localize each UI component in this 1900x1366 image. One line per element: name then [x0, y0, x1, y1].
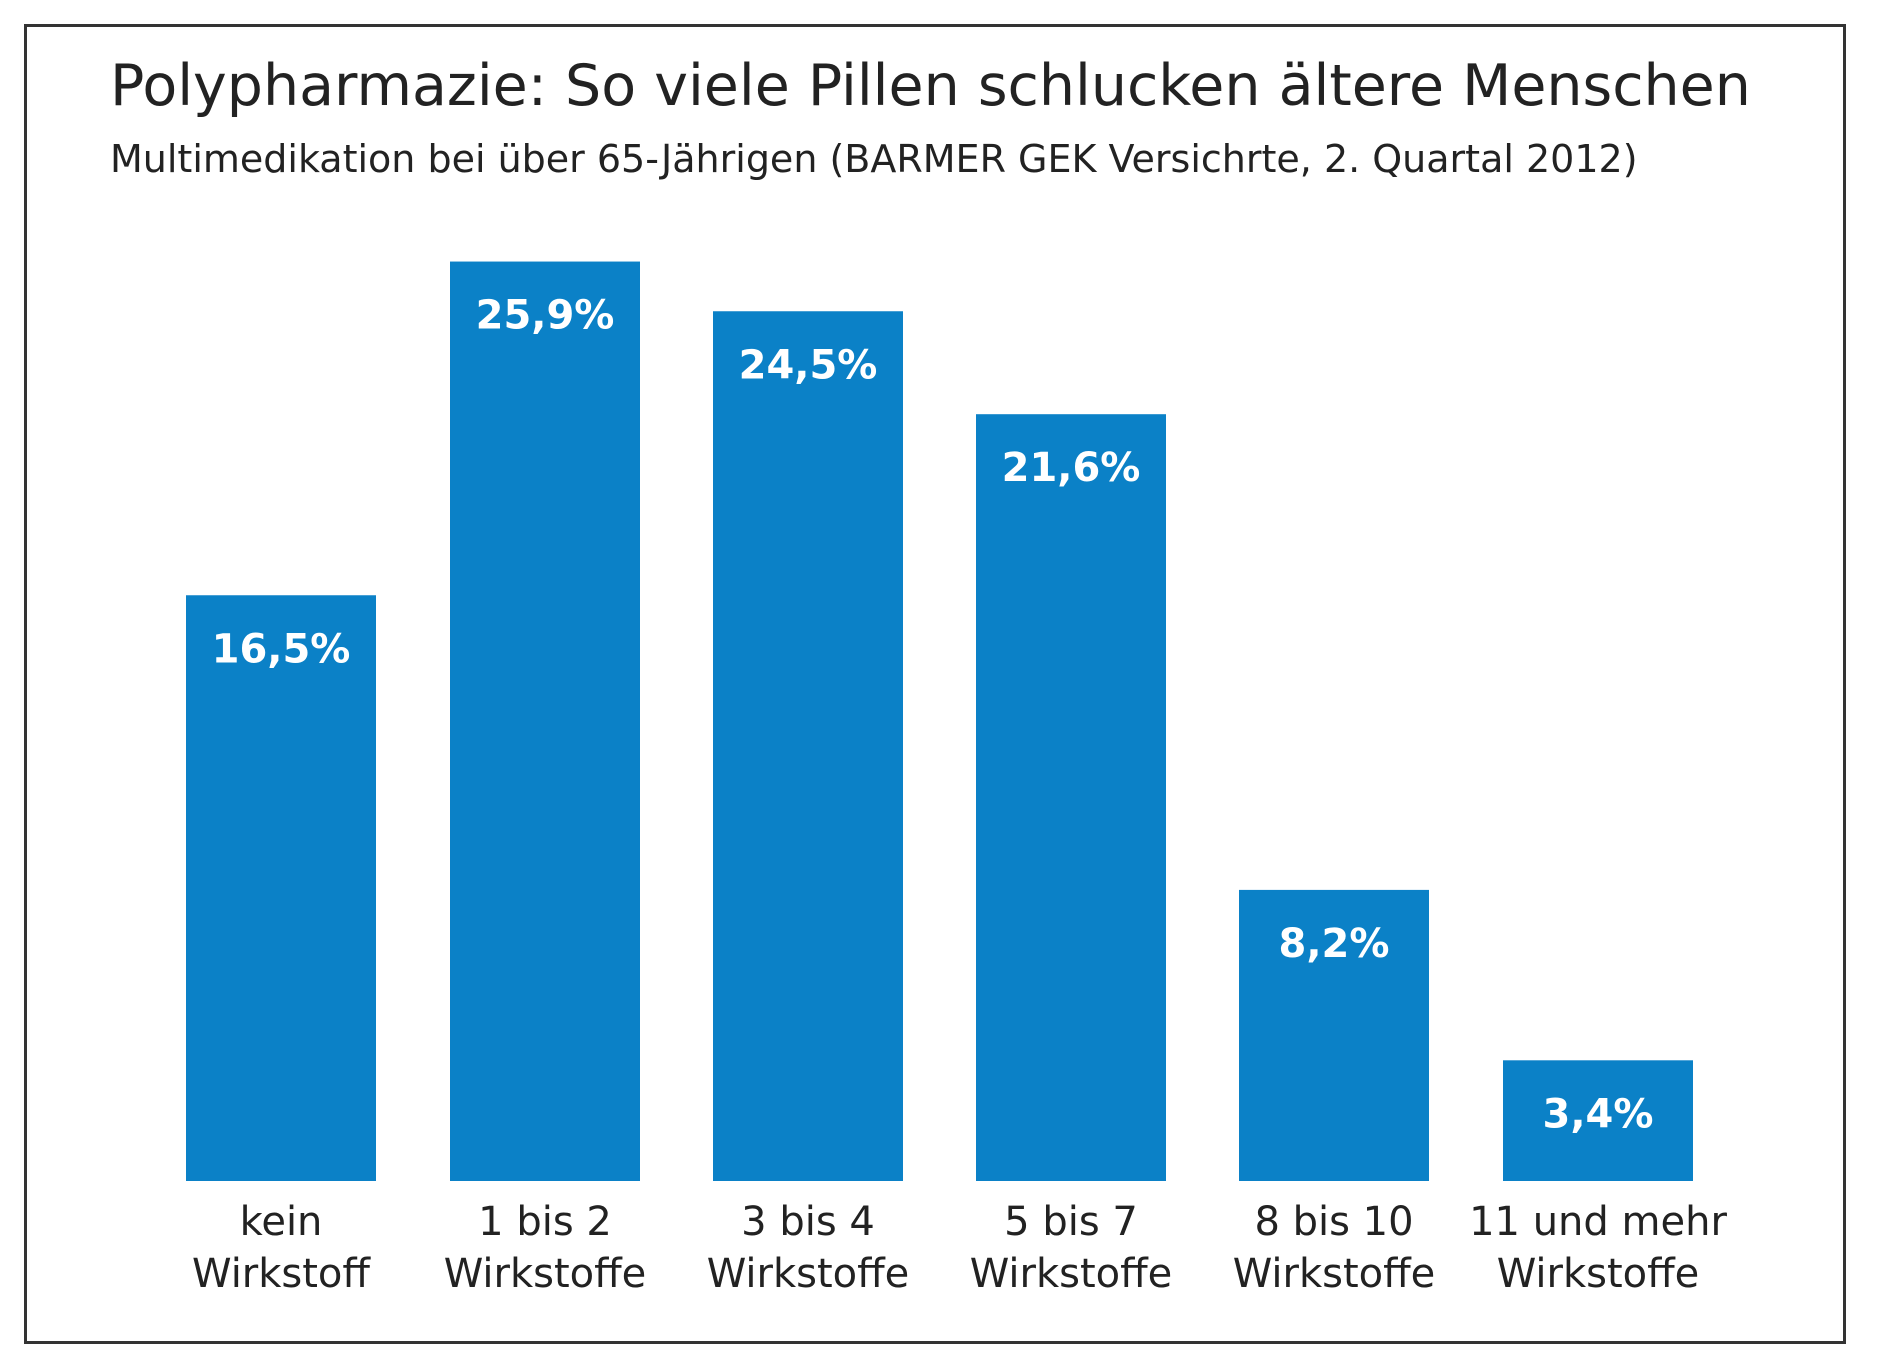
category-label-3-line-2: Wirkstoffe: [707, 1251, 910, 1297]
bar-value-label-2: 25,9%: [476, 293, 615, 339]
category-label-4-line-1: 5 bis 7: [1004, 1199, 1138, 1245]
bar-value-label-4: 21,6%: [1002, 445, 1141, 491]
category-label-2-line-2: Wirkstoffe: [444, 1251, 647, 1297]
category-label-3-line-1: 3 bis 4: [741, 1199, 875, 1245]
bar-3: [713, 311, 903, 1181]
bar-6: [1503, 1060, 1693, 1181]
bar-5: [1239, 889, 1429, 1181]
bar-value-label-5: 8,2%: [1279, 921, 1390, 967]
category-label-1-line-1: kein: [240, 1199, 323, 1245]
category-label-2-line-1: 1 bis 2: [478, 1199, 612, 1245]
chart-subtitle: Multimedikation bei über 65-Jährigen (BA…: [110, 137, 1638, 181]
bar-value-label-1: 16,5%: [212, 626, 351, 672]
bar-value-label-6: 3,4%: [1543, 1091, 1654, 1137]
category-label-5-line-1: 8 bis 10: [1254, 1199, 1413, 1245]
bar-4: [976, 414, 1166, 1181]
category-label-1-line-2: Wirkstoff: [192, 1251, 371, 1297]
bar-2: [450, 261, 640, 1181]
category-label-4-line-2: Wirkstoffe: [970, 1251, 1173, 1297]
chart-title: Polypharmazie: So viele Pillen schlucken…: [110, 53, 1751, 119]
bar-1: [186, 595, 376, 1181]
category-label-6-line-2: Wirkstoffe: [1497, 1251, 1700, 1297]
category-label-6-line-1: 11 und mehr: [1469, 1199, 1727, 1245]
category-label-5-line-2: Wirkstoffe: [1233, 1251, 1436, 1297]
bar-value-label-3: 24,5%: [739, 342, 878, 388]
